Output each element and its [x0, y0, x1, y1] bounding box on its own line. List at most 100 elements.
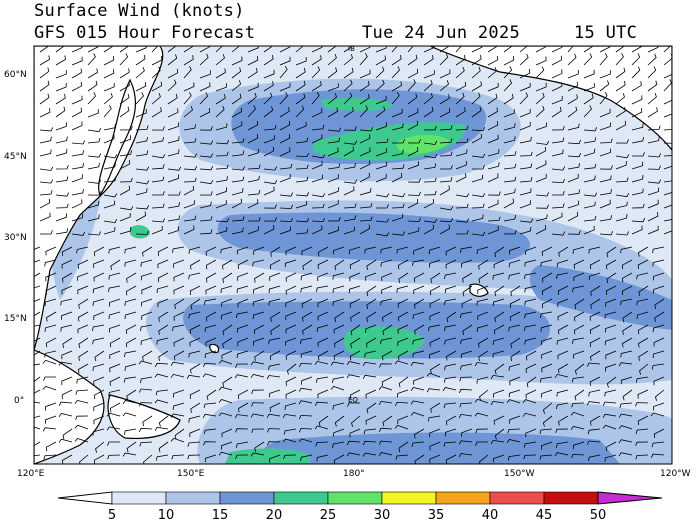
wind-barb	[583, 175, 596, 183]
wind-barb	[135, 188, 148, 196]
wind-barb	[199, 229, 213, 235]
wind-barb	[364, 350, 377, 358]
wind-barb	[509, 246, 521, 255]
wind-barb	[173, 337, 185, 347]
wind-barb	[375, 161, 388, 170]
wind-barb	[231, 227, 244, 235]
wind-barb	[154, 373, 169, 378]
wind-barb	[103, 105, 112, 118]
wind-barb	[650, 453, 665, 458]
wind-barb	[647, 136, 660, 144]
wind-barb	[618, 452, 633, 457]
wind-barb	[599, 189, 612, 196]
wind-barb	[445, 415, 457, 426]
wind-barb	[605, 324, 617, 333]
wind-barbs	[34, 46, 672, 464]
wind-barb	[407, 191, 421, 196]
wind-barb	[263, 54, 274, 66]
wind-barb	[109, 298, 121, 307]
wind-barb	[392, 139, 405, 144]
wind-barb	[542, 272, 553, 283]
wind-barb	[34, 298, 41, 302]
wind-barb	[535, 66, 545, 79]
wind-barb	[455, 66, 465, 79]
wind-barb	[471, 55, 482, 66]
wind-barb	[366, 337, 377, 348]
wind-barb	[394, 424, 409, 430]
wind-barb	[157, 298, 169, 308]
wind-barb	[215, 176, 228, 183]
wind-barb	[151, 218, 166, 223]
wind-barb	[125, 337, 137, 348]
wind-barb	[311, 108, 323, 118]
wind-barb	[317, 272, 329, 281]
wind-barb	[221, 311, 233, 320]
wind-barb	[487, 149, 500, 157]
wind-barb	[220, 285, 233, 294]
wind-barb	[247, 92, 257, 105]
wind-barb	[71, 56, 83, 66]
wind-barb	[654, 298, 665, 309]
wind-barb	[343, 162, 356, 170]
wind-barb	[93, 259, 105, 268]
wind-barb	[279, 82, 291, 92]
wind-barb	[285, 337, 297, 346]
wind-barb	[247, 226, 259, 235]
wind-barb	[365, 272, 377, 281]
colorbar-label: 45	[536, 508, 553, 523]
wind-barb	[151, 176, 165, 183]
wind-barb	[423, 140, 438, 145]
wind-barb	[151, 107, 162, 118]
wind-barb	[139, 402, 153, 407]
wind-barb	[519, 218, 534, 223]
wind-barb	[315, 441, 329, 447]
wind-barb	[55, 122, 67, 131]
wind-barb	[124, 311, 137, 319]
wind-barb	[76, 246, 89, 254]
wind-barb	[650, 412, 665, 417]
wind-barb	[311, 174, 324, 183]
wind-barb	[103, 82, 115, 92]
wind-barb	[199, 166, 214, 171]
wind-barb	[263, 217, 277, 222]
wind-barb	[61, 376, 73, 386]
wind-barb	[269, 402, 281, 412]
wind-barb	[124, 298, 137, 306]
wind-barb	[135, 136, 148, 144]
wind-barb	[333, 454, 345, 464]
wind-barb	[269, 272, 281, 281]
wind-barb	[77, 259, 89, 269]
wind-barb	[639, 363, 649, 375]
wind-barb	[332, 402, 345, 410]
wind-barb	[519, 53, 529, 66]
wind-barb	[199, 46, 211, 53]
wind-barb	[199, 107, 211, 118]
wind-barb	[39, 190, 53, 196]
wind-barb	[652, 272, 665, 281]
wind-barb	[71, 81, 83, 92]
wind-barb	[55, 228, 69, 235]
wind-barb	[103, 123, 116, 131]
wind-barb	[119, 177, 133, 183]
wind-barb	[573, 272, 585, 282]
wind-barb	[236, 350, 249, 359]
wind-barb	[423, 218, 438, 223]
wind-barb	[539, 454, 553, 460]
wind-barb	[60, 324, 73, 332]
wind-barb	[135, 205, 150, 210]
wind-barb	[535, 173, 547, 183]
wind-barb	[487, 191, 501, 196]
wind-barb	[74, 438, 89, 443]
wind-barb	[423, 106, 434, 118]
lon-label: 180°	[343, 469, 365, 479]
wind-barb	[429, 259, 441, 268]
wind-barb	[637, 415, 649, 425]
wind-barb	[556, 337, 569, 345]
wind-barb	[551, 149, 564, 157]
wind-barb	[135, 125, 149, 131]
wind-barb	[87, 162, 100, 170]
wind-barb	[583, 93, 594, 105]
colorbar-label: 15	[212, 508, 229, 523]
wind-barb	[571, 376, 585, 383]
